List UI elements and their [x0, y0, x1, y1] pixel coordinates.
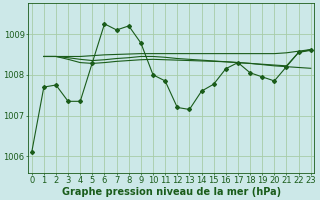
- X-axis label: Graphe pression niveau de la mer (hPa): Graphe pression niveau de la mer (hPa): [62, 187, 281, 197]
